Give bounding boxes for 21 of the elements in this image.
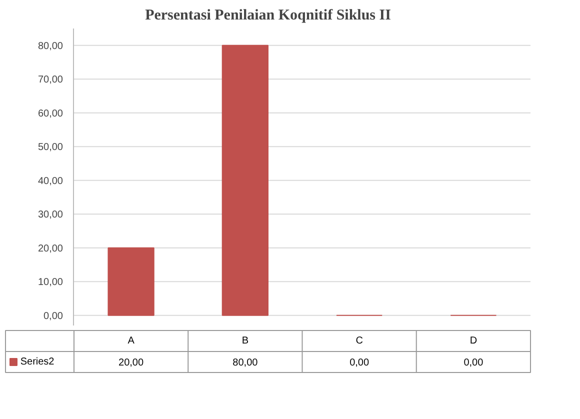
data-label: 20,00: [118, 358, 144, 368]
y-tick-label: 50,00: [38, 142, 64, 154]
bar: [108, 247, 154, 316]
x-tick-label: D: [470, 336, 478, 346]
chart-title: Persentasi Penilaian Koqnitif Siklus II: [145, 8, 392, 24]
x-tick-label: C: [356, 336, 363, 346]
data-label: 0,00: [350, 358, 370, 368]
bar: [222, 44, 268, 316]
y-tick-label: 20,00: [38, 243, 64, 254]
y-tick-label: 60,00: [38, 108, 64, 120]
y-tick-label: 40,00: [38, 176, 64, 187]
data-label: 80,00: [232, 358, 258, 368]
y-tick-label: 30,00: [38, 210, 64, 221]
y-tick-label: 0,00: [44, 310, 64, 322]
y-tick-label: 70,00: [38, 74, 64, 86]
x-tick-label: A: [128, 336, 135, 346]
y-tick-label: 80,00: [38, 40, 64, 52]
y-tick-label: 10,00: [38, 277, 64, 288]
legend-label: Series2: [20, 356, 55, 368]
x-tick-label: B: [242, 336, 249, 346]
data-label: 0,00: [464, 358, 484, 368]
